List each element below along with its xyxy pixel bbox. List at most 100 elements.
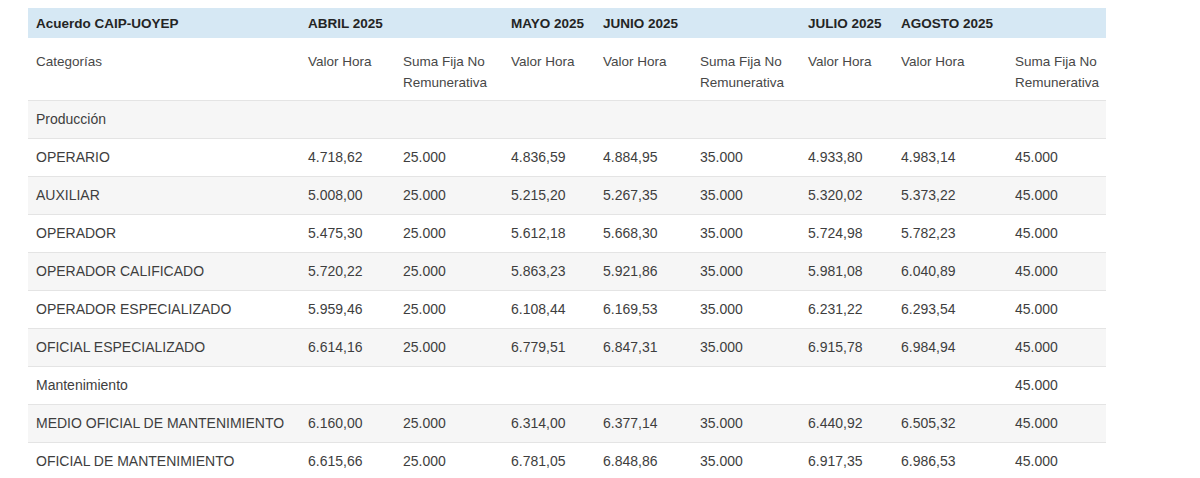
column-header: Valor Hora <box>300 38 395 100</box>
value-cell: 35.000 <box>692 290 800 328</box>
salary-table: Acuerdo CAIP-UOYEP ABRIL 2025MAYO 2025JU… <box>28 8 1106 478</box>
value-cell: 5.668,30 <box>595 214 692 252</box>
value-cell: 6.440,92 <box>800 404 893 442</box>
category-cell: OPERADOR <box>28 214 300 252</box>
value-cell: 5.981,08 <box>800 252 893 290</box>
table-row: OPERADOR ESPECIALIZADO5.959,4625.0006.10… <box>28 290 1106 328</box>
month-header: AGOSTO 2025 <box>893 8 1106 38</box>
value-cell: 4.933,80 <box>800 138 893 176</box>
category-cell: OFICIAL DE MANTENIMIENTO <box>28 442 300 478</box>
month-header-row: Acuerdo CAIP-UOYEP ABRIL 2025MAYO 2025JU… <box>28 8 1106 38</box>
value-cell: 35.000 <box>692 138 800 176</box>
value-cell: 5.373,22 <box>893 176 1007 214</box>
value-cell <box>300 100 395 138</box>
category-cell: MEDIO OFICIAL DE MANTENIMIENTO <box>28 404 300 442</box>
category-cell: OPERADOR CALIFICADO <box>28 252 300 290</box>
table-row: OPERARIO4.718,6225.0004.836,594.884,9535… <box>28 138 1106 176</box>
value-cell <box>595 366 692 404</box>
value-cell: 6.169,53 <box>595 290 692 328</box>
value-cell: 35.000 <box>692 176 800 214</box>
value-cell: 6.847,31 <box>595 328 692 366</box>
value-cell: 6.984,94 <box>893 328 1007 366</box>
category-cell: OPERARIO <box>28 138 300 176</box>
value-cell: 35.000 <box>692 404 800 442</box>
value-cell: 45.000 <box>1007 404 1106 442</box>
value-cell: 6.615,66 <box>300 442 395 478</box>
category-cell: OPERADOR ESPECIALIZADO <box>28 290 300 328</box>
value-cell: 45.000 <box>1007 290 1106 328</box>
value-cell: 45.000 <box>1007 442 1106 478</box>
value-cell: 45.000 <box>1007 328 1106 366</box>
section-label: Mantenimiento <box>28 366 300 404</box>
value-cell: 5.008,00 <box>300 176 395 214</box>
month-header: ABRIL 2025 <box>300 8 503 38</box>
month-header: MAYO 2025 <box>503 8 595 38</box>
value-cell: 4.836,59 <box>503 138 595 176</box>
column-header: Suma Fija No Remunerativa <box>692 38 800 100</box>
section-row: Mantenimiento 45.000 <box>28 366 1106 404</box>
value-cell: 25.000 <box>395 328 503 366</box>
category-cell: AUXILIAR <box>28 176 300 214</box>
value-cell: 35.000 <box>692 252 800 290</box>
value-cell: 45.000 <box>1007 138 1106 176</box>
value-cell: 6.614,16 <box>300 328 395 366</box>
value-cell: 25.000 <box>395 404 503 442</box>
value-cell: 35.000 <box>692 214 800 252</box>
value-cell: 5.267,35 <box>595 176 692 214</box>
value-cell: 25.000 <box>395 290 503 328</box>
value-cell <box>692 100 800 138</box>
value-cell: 6.505,32 <box>893 404 1007 442</box>
month-header: JULIO 2025 <box>800 8 893 38</box>
value-cell: 6.848,86 <box>595 442 692 478</box>
value-cell: 5.215,20 <box>503 176 595 214</box>
value-cell: 5.863,23 <box>503 252 595 290</box>
value-cell: 25.000 <box>395 442 503 478</box>
table-row: AUXILIAR5.008,0025.0005.215,205.267,3535… <box>28 176 1106 214</box>
value-cell: 5.720,22 <box>300 252 395 290</box>
value-cell: 6.917,35 <box>800 442 893 478</box>
column-header: Valor Hora <box>595 38 692 100</box>
column-header: Valor Hora <box>503 38 595 100</box>
value-cell: 5.475,30 <box>300 214 395 252</box>
value-cell: 45.000 <box>1007 176 1106 214</box>
value-cell: 45.000 <box>1007 366 1106 404</box>
month-header: JUNIO 2025 <box>595 8 800 38</box>
value-cell: 5.959,46 <box>300 290 395 328</box>
value-cell <box>800 100 893 138</box>
value-cell: 6.377,14 <box>595 404 692 442</box>
value-cell <box>893 366 1007 404</box>
value-cell <box>503 100 595 138</box>
salary-table-container: Acuerdo CAIP-UOYEP ABRIL 2025MAYO 2025JU… <box>28 8 1106 478</box>
value-cell: 6.314,00 <box>503 404 595 442</box>
value-cell: 45.000 <box>1007 252 1106 290</box>
value-cell: 4.983,14 <box>893 138 1007 176</box>
value-cell: 25.000 <box>395 138 503 176</box>
value-cell: 5.782,23 <box>893 214 1007 252</box>
value-cell: 6.293,54 <box>893 290 1007 328</box>
section-label: Producción <box>28 100 300 138</box>
value-cell <box>503 366 595 404</box>
value-cell: 25.000 <box>395 214 503 252</box>
value-cell: 6.108,44 <box>503 290 595 328</box>
value-cell: 6.915,78 <box>800 328 893 366</box>
value-cell: 6.986,53 <box>893 442 1007 478</box>
value-cell: 6.781,05 <box>503 442 595 478</box>
value-cell <box>395 366 503 404</box>
value-cell <box>395 100 503 138</box>
table-row: OPERADOR CALIFICADO5.720,2225.0005.863,2… <box>28 252 1106 290</box>
value-cell: 6.160,00 <box>300 404 395 442</box>
value-cell: 6.040,89 <box>893 252 1007 290</box>
table-row: OPERADOR5.475,3025.0005.612,185.668,3035… <box>28 214 1106 252</box>
value-cell: 45.000 <box>1007 214 1106 252</box>
value-cell: 25.000 <box>395 252 503 290</box>
value-cell: 4.718,62 <box>300 138 395 176</box>
table-row: OFICIAL ESPECIALIZADO6.614,1625.0006.779… <box>28 328 1106 366</box>
column-header: Valor Hora <box>893 38 1007 100</box>
value-cell: 5.724,98 <box>800 214 893 252</box>
column-header: Suma Fija No Remunerativa <box>1007 38 1106 100</box>
category-cell: OFICIAL ESPECIALIZADO <box>28 328 300 366</box>
value-cell: 35.000 <box>692 442 800 478</box>
value-cell <box>595 100 692 138</box>
value-cell <box>692 366 800 404</box>
value-cell: 5.320,02 <box>800 176 893 214</box>
